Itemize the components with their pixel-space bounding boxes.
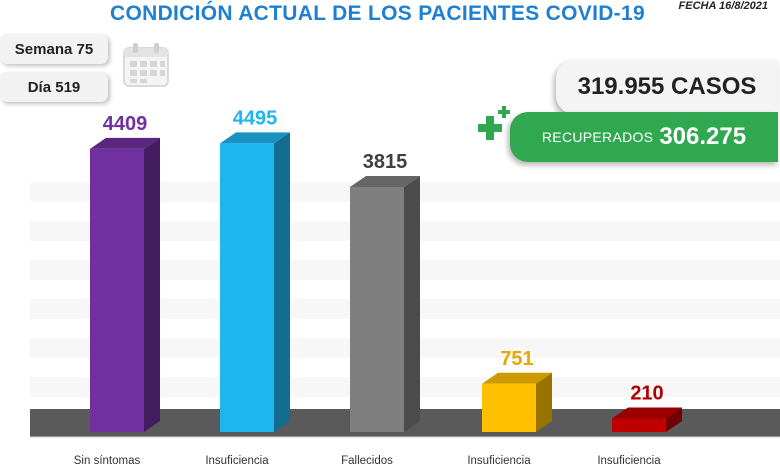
recovered-card: RECUPERADOS 306.275	[510, 112, 778, 162]
data-label: 4409	[103, 113, 148, 135]
bar-side	[536, 372, 552, 432]
x-tick-label: Sin síntomas	[74, 455, 141, 467]
bar-front	[482, 383, 536, 432]
bar-side	[144, 137, 160, 432]
bar-top	[350, 175, 420, 187]
total-cases-card: 319.955 CASOS	[556, 60, 778, 114]
bar	[612, 407, 682, 432]
x-tick-label: Fallecidos	[341, 455, 393, 467]
page-title: CONDICIÓN ACTUAL DE LOS PACIENTES COVID-…	[110, 2, 645, 25]
bar-front	[612, 418, 666, 432]
bar	[482, 372, 552, 432]
recovered-value: 306.275	[659, 123, 747, 150]
recovered-label: RECUPERADOS	[541, 129, 654, 145]
report-date: FECHA 16/8/2021	[678, 0, 768, 12]
bar-front	[350, 186, 404, 432]
x-tick-label: Insuficiencia	[597, 455, 661, 467]
data-label: 3815	[363, 151, 408, 173]
data-label: 210	[630, 383, 663, 405]
bar-front	[90, 148, 144, 432]
bar-side	[404, 175, 420, 432]
bar-top	[220, 132, 290, 144]
bar	[90, 137, 160, 432]
bar-top	[482, 372, 552, 384]
x-tick-label: Insuficiencia	[467, 455, 531, 467]
bar-top	[612, 407, 682, 419]
week-badge: Semana 75	[0, 34, 108, 64]
data-label: 4495	[233, 107, 278, 129]
calendar-icon	[123, 43, 169, 87]
bar	[350, 175, 420, 432]
bar	[220, 132, 290, 432]
data-label: 751	[500, 348, 533, 370]
day-badge: Día 519	[0, 72, 108, 102]
bar-front	[220, 143, 274, 432]
bar-side	[666, 407, 682, 432]
x-tick-label: Insuficiencia	[205, 455, 269, 467]
bar-top	[90, 137, 160, 149]
plus-icon	[478, 106, 510, 140]
bar-side	[274, 132, 290, 432]
